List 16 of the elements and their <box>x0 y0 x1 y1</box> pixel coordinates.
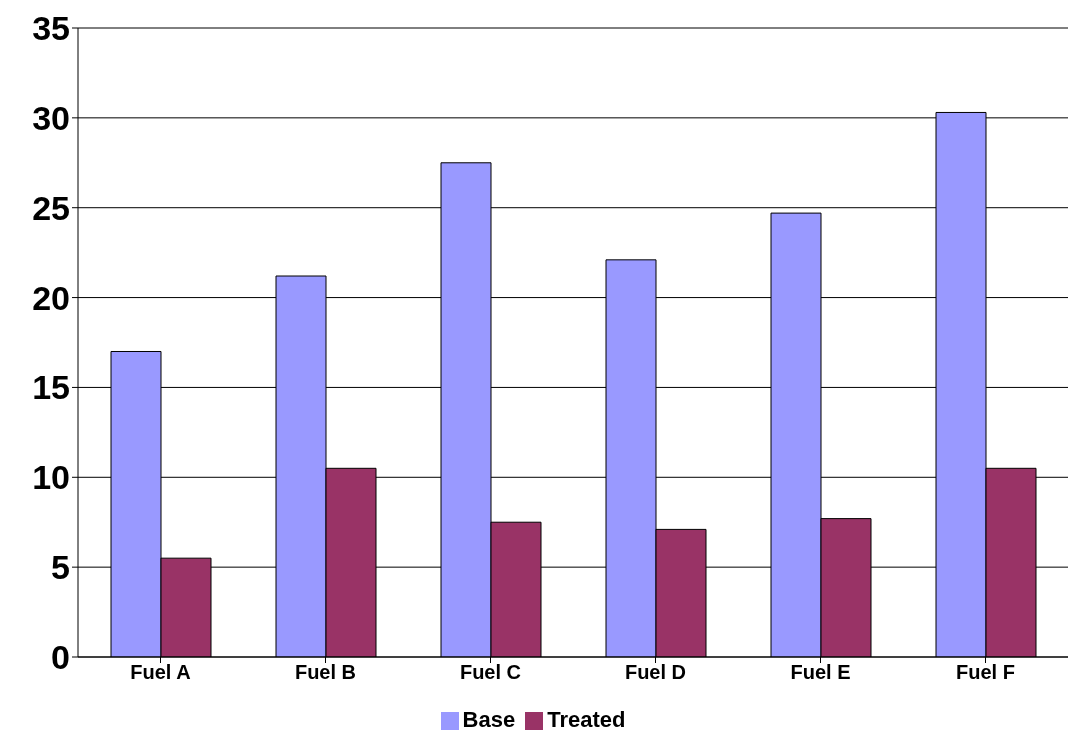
y-tick-label: 10 <box>32 458 70 497</box>
y-tick-label: 5 <box>51 548 70 587</box>
y-tick-label: 15 <box>32 368 70 407</box>
y-tick-label: 30 <box>32 98 70 137</box>
x-tick-label: Fuel A <box>130 661 191 684</box>
legend-label: Base <box>462 707 516 732</box>
y-tick-label: 0 <box>51 638 70 677</box>
x-tick-label: Fuel E <box>790 661 851 684</box>
x-tick-label: Fuel F <box>956 661 1015 684</box>
x-tick-label: Fuel B <box>294 661 357 684</box>
x-tick-label: Fuel C <box>459 661 522 684</box>
y-tick-label: 20 <box>32 278 70 317</box>
y-tick-label: 35 <box>32 9 70 48</box>
legend-label: Treated <box>547 707 626 732</box>
y-tick-label: 25 <box>32 188 70 227</box>
x-tick-label: Fuel D <box>624 661 687 684</box>
